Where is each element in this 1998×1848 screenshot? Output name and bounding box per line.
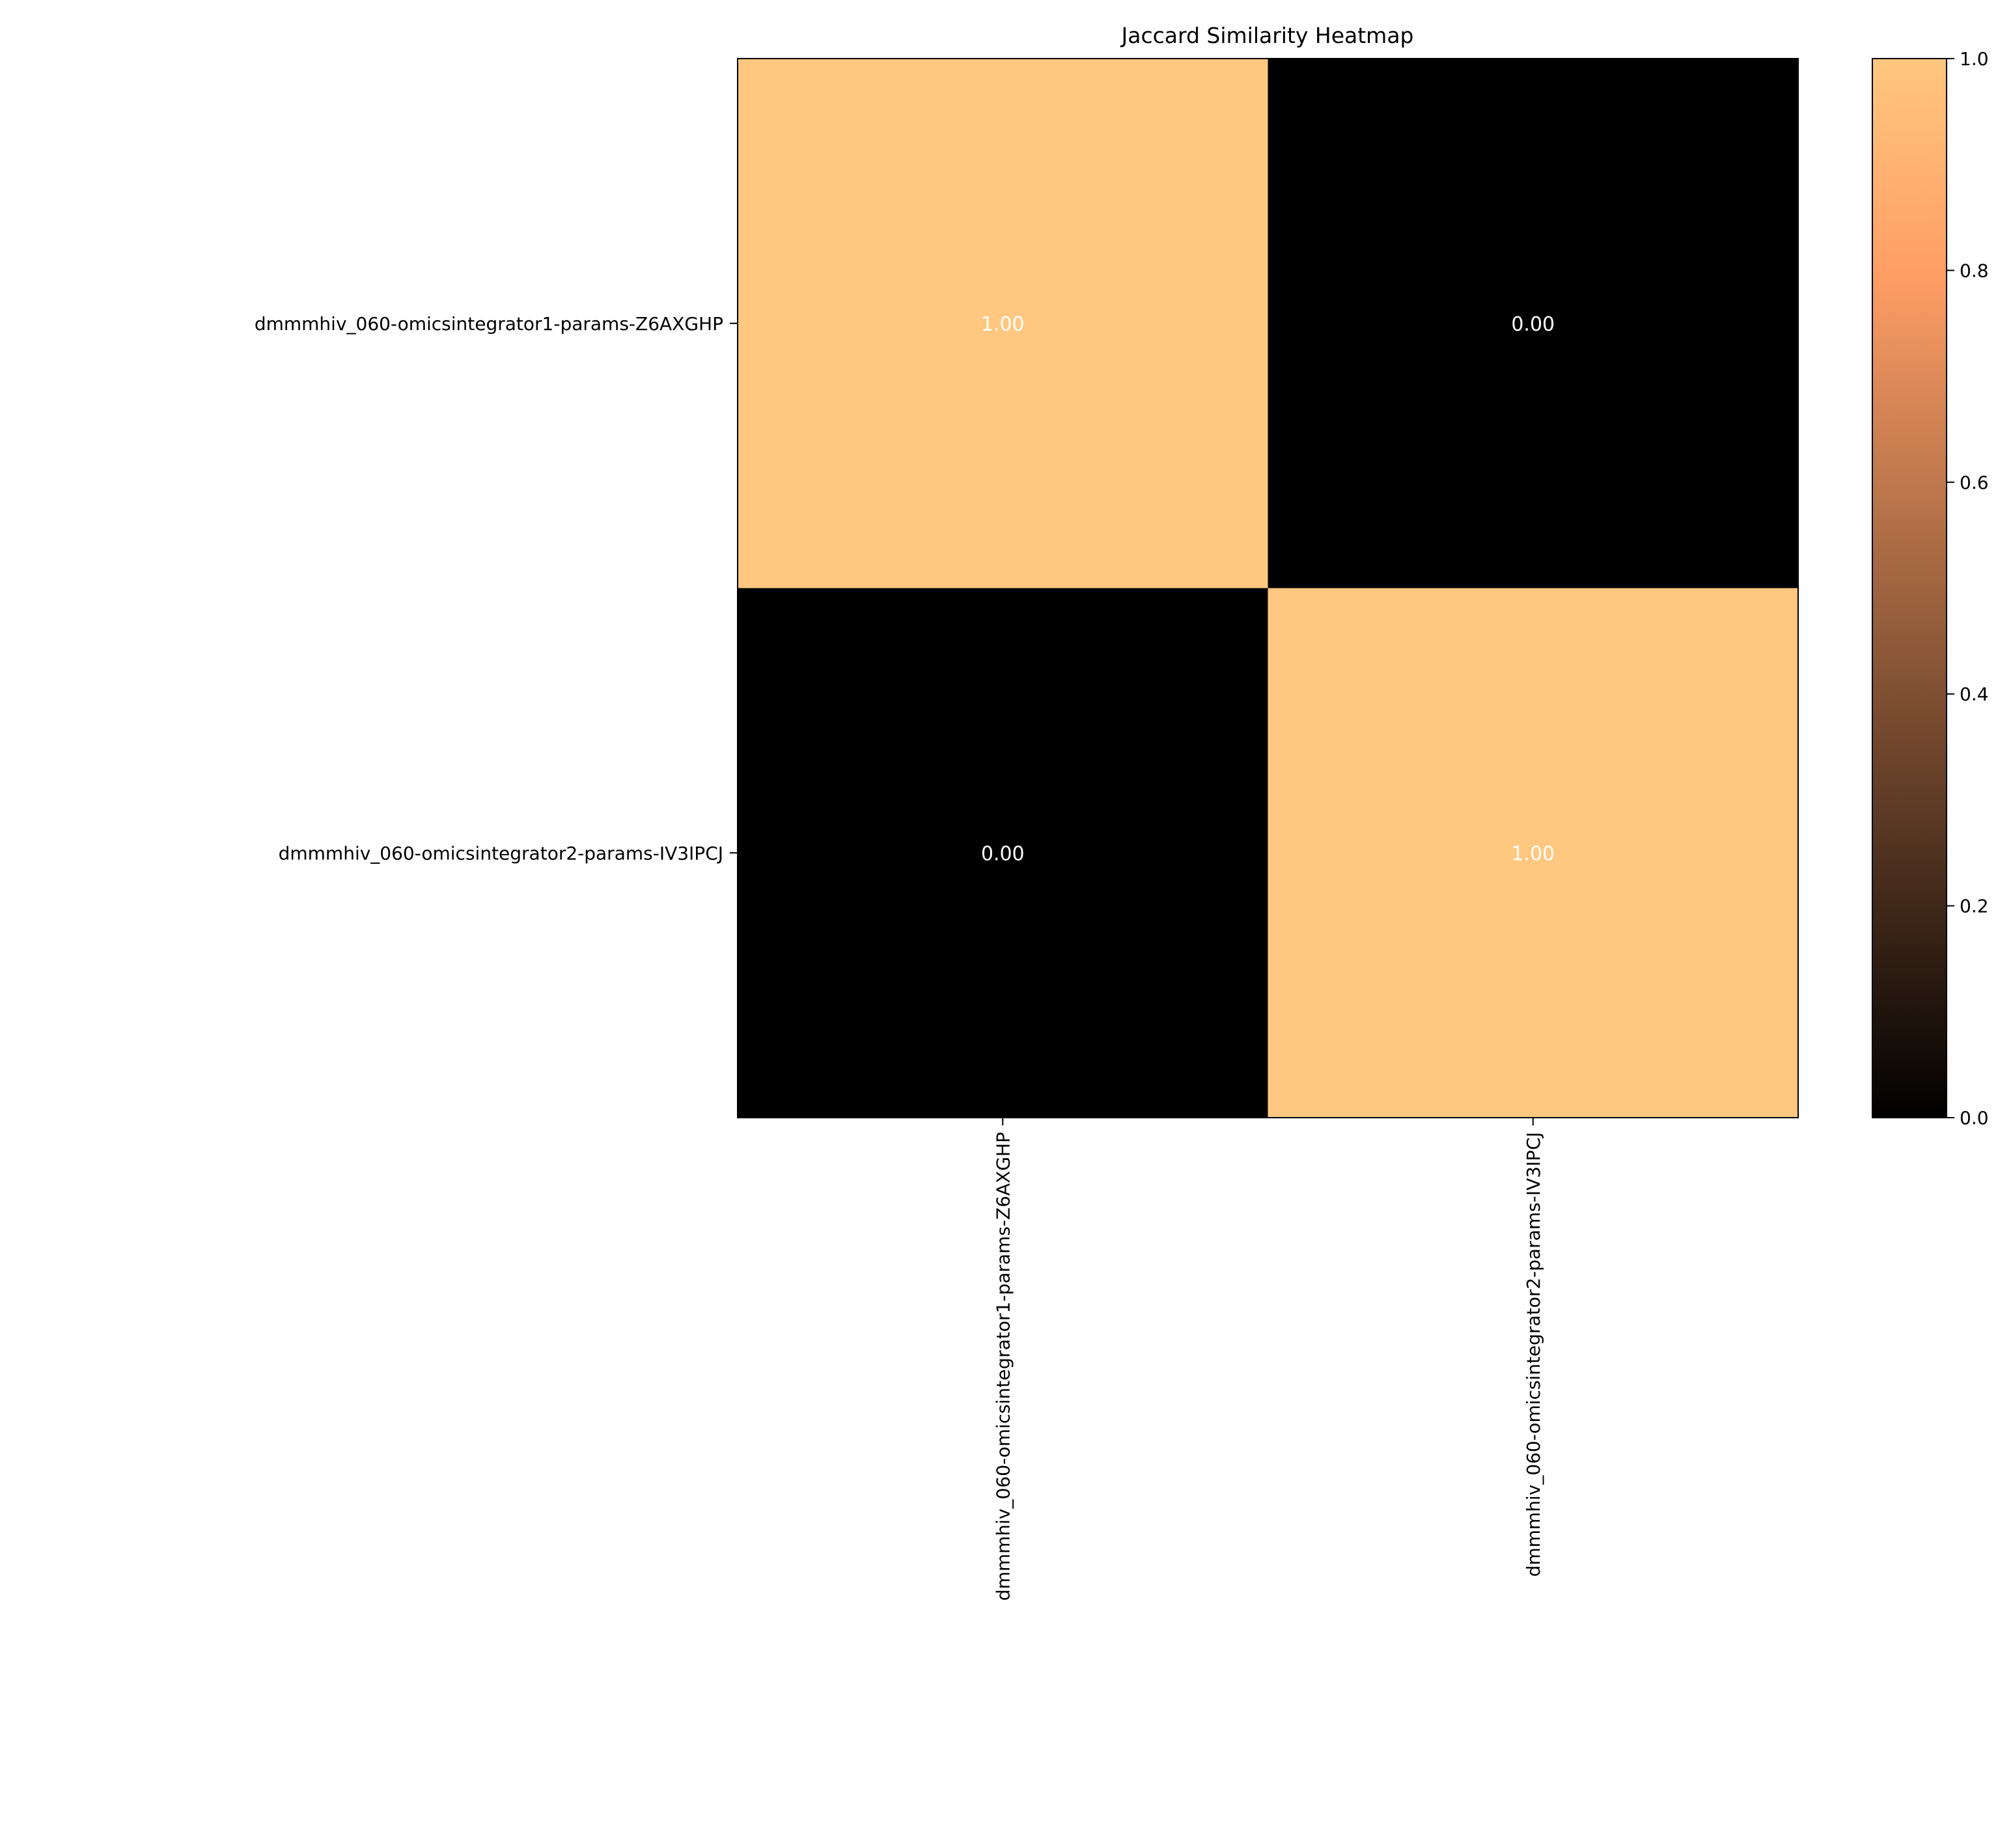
colorbar-tick-label: 0.6	[1960, 472, 1989, 493]
chart-title: Jaccard Similarity Heatmap	[1120, 23, 1414, 48]
colorbar	[1872, 58, 1947, 1118]
colorbar-tick-label: 1.0	[1960, 48, 1989, 70]
heatmap-cell	[1268, 588, 1799, 1118]
cell-label: 0.00	[981, 842, 1025, 865]
colorbar-tick-label: 0.4	[1960, 683, 1989, 705]
colorbar-tick-label: 0.2	[1960, 896, 1989, 917]
cell-label: 1.00	[1511, 842, 1555, 865]
plot-frame	[737, 58, 1799, 1118]
y-tick-label: dmmmhiv_060-omicsintegrator1-params-Z6AX…	[255, 313, 723, 335]
x-tick-label: dmmmhiv_060-omicsintegrator1-params-Z6AX…	[992, 1132, 1014, 1601]
x-tick-label: dmmmhiv_060-omicsintegrator2-params-IV3I…	[1523, 1132, 1544, 1577]
cell-label: 0.00	[1511, 313, 1555, 336]
colorbar-tick-label: 0.8	[1960, 260, 1989, 281]
heatmap-cell	[738, 588, 1268, 1118]
heatmap-cell	[738, 59, 1268, 588]
cell-label: 1.00	[981, 313, 1025, 336]
heatmap-cell	[1268, 59, 1799, 588]
y-tick-label: dmmmhiv_060-omicsintegrator2-params-IV3I…	[279, 842, 723, 864]
colorbar-tick-label: 0.0	[1960, 1107, 1989, 1129]
